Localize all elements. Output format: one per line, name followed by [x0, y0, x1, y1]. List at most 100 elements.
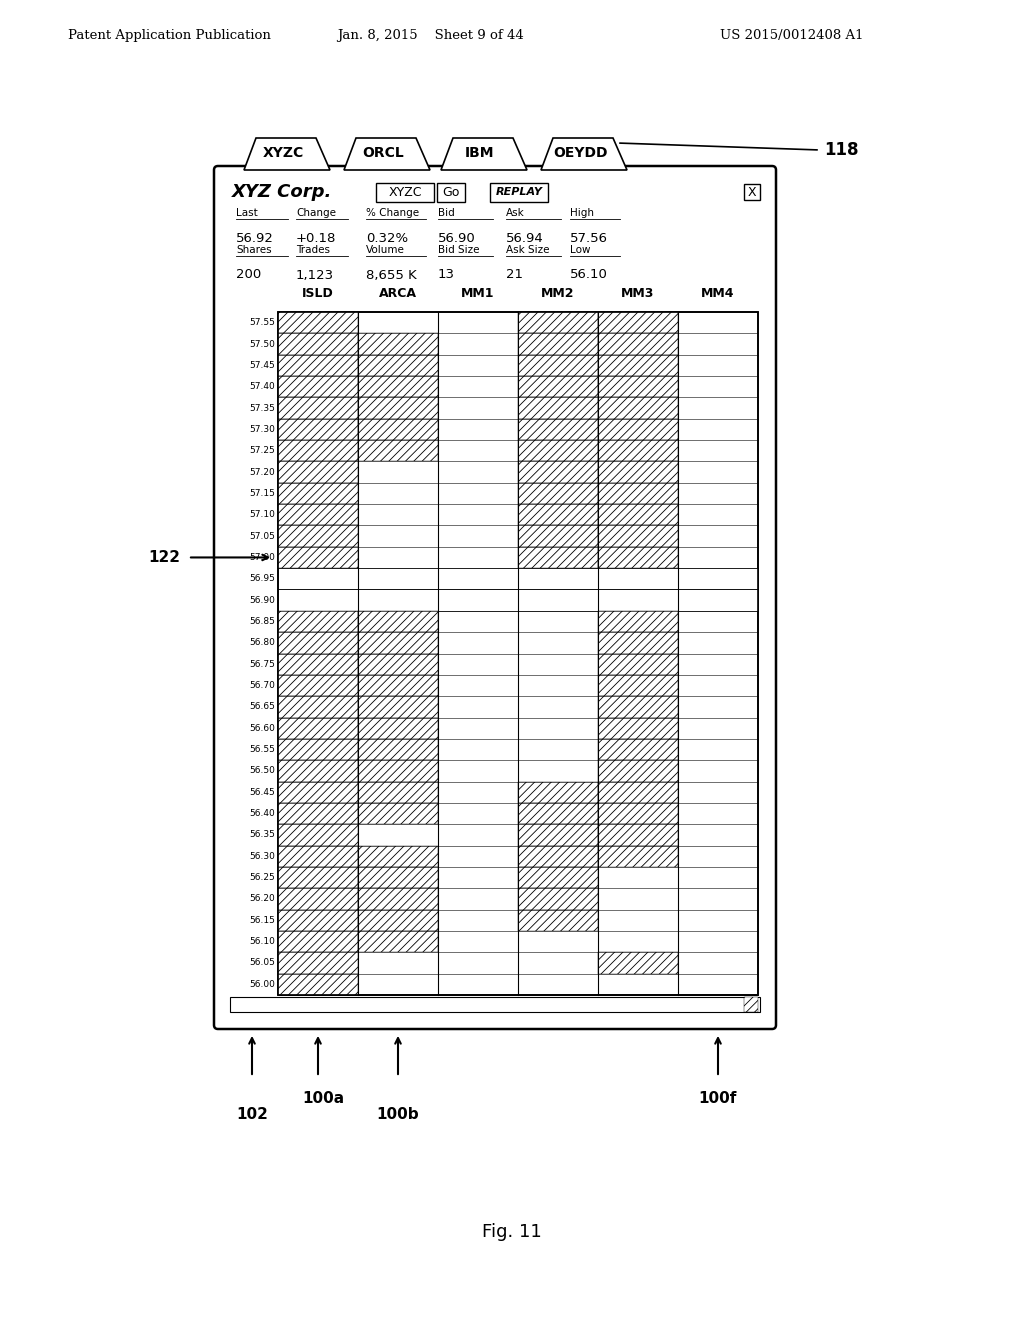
Bar	[376, 182, 434, 202]
Text: 56.70: 56.70	[249, 681, 275, 690]
Bar	[598, 418, 678, 440]
Text: 56.95: 56.95	[249, 574, 275, 583]
Text: 57.15: 57.15	[249, 488, 275, 498]
Text: 57.05: 57.05	[249, 532, 275, 541]
Text: 56.85: 56.85	[249, 616, 275, 626]
Bar	[598, 675, 678, 696]
Bar	[278, 781, 358, 803]
Text: 1,123: 1,123	[296, 268, 334, 281]
Bar	[518, 355, 598, 376]
Bar	[358, 675, 438, 696]
Text: 0.32%: 0.32%	[366, 231, 409, 244]
Bar	[598, 952, 678, 974]
Bar	[358, 440, 438, 462]
Bar	[598, 803, 678, 824]
Text: 56.90: 56.90	[438, 231, 476, 244]
Bar	[278, 568, 358, 590]
Text: 200: 200	[236, 268, 261, 281]
Bar	[598, 590, 678, 611]
Text: 56.35: 56.35	[249, 830, 275, 840]
Bar	[278, 632, 358, 653]
Text: MM2: MM2	[542, 286, 574, 300]
Text: MM3: MM3	[622, 286, 654, 300]
Bar	[278, 355, 358, 376]
Bar	[358, 632, 438, 653]
Bar	[278, 974, 358, 995]
Text: IBM: IBM	[465, 147, 495, 160]
Bar	[598, 525, 678, 546]
Text: Fig. 11: Fig. 11	[482, 1224, 542, 1241]
Bar	[598, 718, 678, 739]
Bar	[518, 590, 598, 611]
Text: Ask Size: Ask Size	[506, 246, 550, 255]
Bar	[518, 334, 598, 355]
Text: 57.00: 57.00	[249, 553, 275, 562]
Bar	[678, 568, 758, 590]
Bar	[278, 760, 358, 781]
Text: Last: Last	[236, 209, 258, 218]
Bar	[518, 483, 598, 504]
Bar	[278, 483, 358, 504]
Bar	[278, 440, 358, 462]
Bar	[518, 909, 598, 931]
Bar	[278, 909, 358, 931]
Text: 118: 118	[824, 141, 858, 158]
Text: Change: Change	[296, 209, 336, 218]
Bar	[358, 611, 438, 632]
Text: 56.45: 56.45	[249, 788, 275, 797]
Bar	[518, 781, 598, 803]
Bar	[278, 376, 358, 397]
Text: 56.92: 56.92	[236, 231, 273, 244]
Text: Jan. 8, 2015    Sheet 9 of 44: Jan. 8, 2015 Sheet 9 of 44	[337, 29, 523, 41]
Bar	[518, 888, 598, 909]
Text: 56.15: 56.15	[249, 916, 275, 925]
Bar	[518, 440, 598, 462]
Bar	[278, 590, 358, 611]
Bar	[278, 397, 358, 418]
Text: 102: 102	[237, 1107, 268, 1122]
Bar	[598, 483, 678, 504]
Text: 56.75: 56.75	[249, 660, 275, 669]
Bar	[278, 312, 758, 995]
Bar	[598, 546, 678, 568]
Text: Time:: Time:	[236, 999, 265, 1010]
Bar	[278, 462, 358, 483]
Bar	[358, 803, 438, 824]
Bar	[598, 568, 678, 590]
Text: XYZC: XYZC	[262, 147, 304, 160]
Text: 57.50: 57.50	[249, 339, 275, 348]
Text: 56.50: 56.50	[249, 767, 275, 775]
Text: High: High	[570, 209, 594, 218]
Text: 57.45: 57.45	[249, 360, 275, 370]
Bar	[518, 397, 598, 418]
Text: 56.10: 56.10	[249, 937, 275, 946]
Bar	[278, 888, 358, 909]
Bar	[358, 760, 438, 781]
Bar	[358, 909, 438, 931]
Text: Bid Size: Bid Size	[438, 246, 479, 255]
Bar	[598, 760, 678, 781]
Bar	[598, 504, 678, 525]
Bar	[518, 376, 598, 397]
Bar	[278, 739, 358, 760]
Text: 100f: 100f	[698, 1092, 737, 1106]
Bar	[358, 781, 438, 803]
Bar	[278, 504, 358, 525]
Text: Shares: Shares	[236, 246, 271, 255]
Bar	[518, 312, 598, 334]
Bar	[744, 183, 760, 201]
Bar	[358, 355, 438, 376]
Bar	[278, 824, 358, 846]
Text: MM1: MM1	[461, 286, 495, 300]
Bar	[278, 312, 358, 334]
Bar	[358, 867, 438, 888]
Polygon shape	[541, 139, 627, 170]
Text: 56.55: 56.55	[249, 744, 275, 754]
Text: ORCL: ORCL	[362, 147, 403, 160]
Text: 8,655 K: 8,655 K	[366, 268, 417, 281]
Text: 56.90: 56.90	[249, 595, 275, 605]
Text: Trades: Trades	[296, 246, 330, 255]
Bar	[358, 718, 438, 739]
Text: Go: Go	[442, 186, 460, 198]
Bar	[278, 846, 358, 867]
